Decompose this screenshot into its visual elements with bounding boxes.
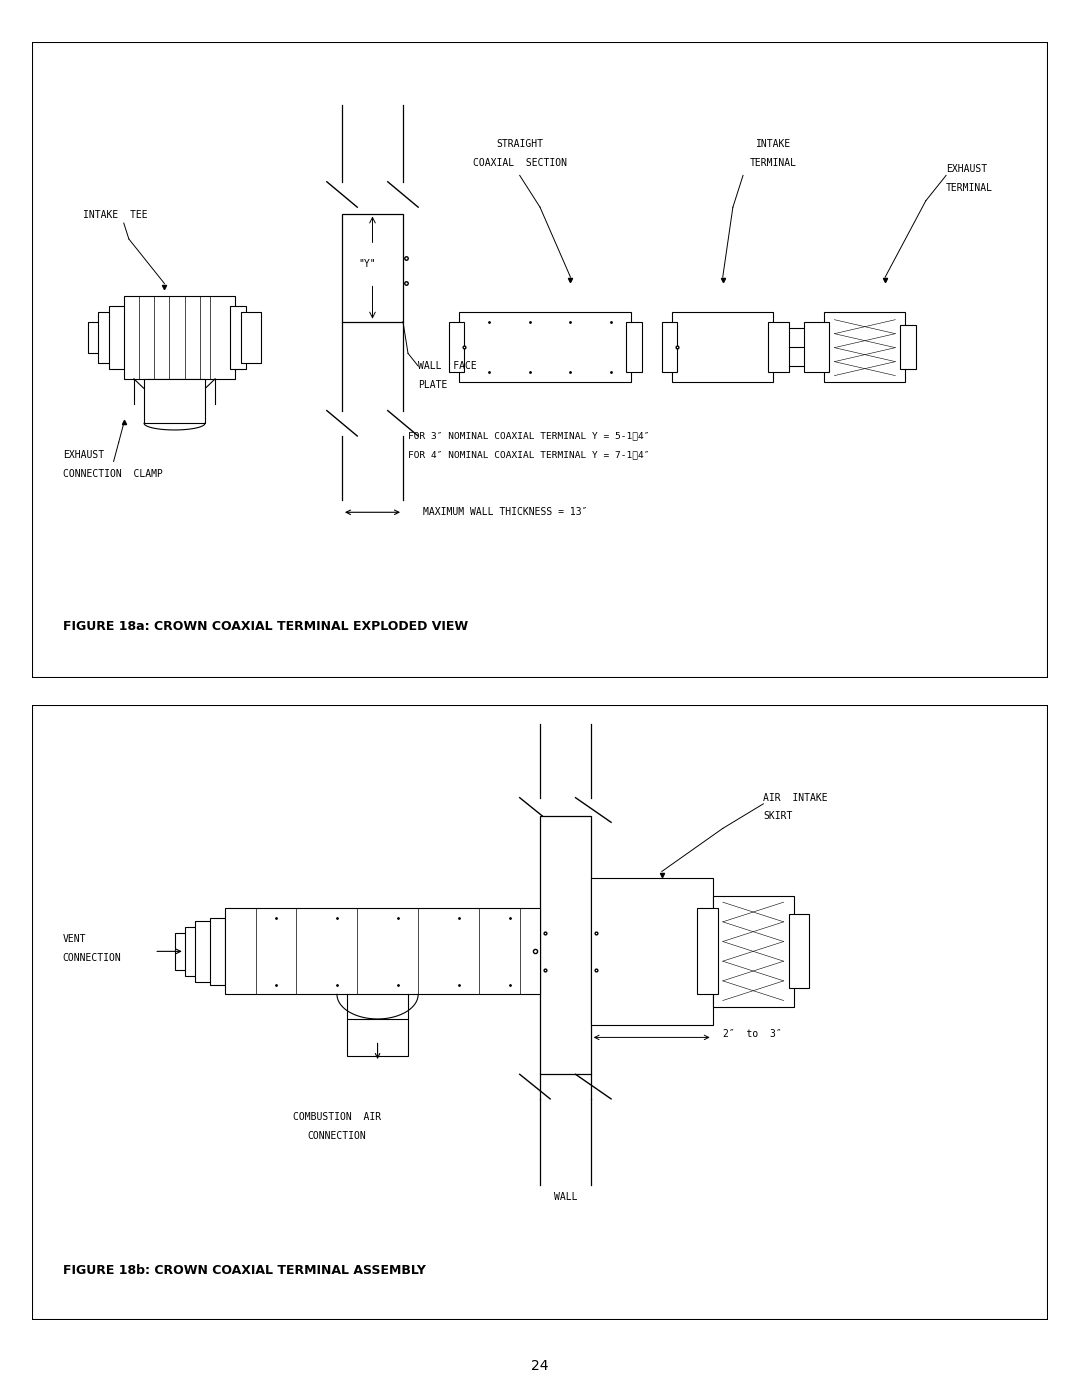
Text: MAXIMUM WALL THICKNESS = 13″: MAXIMUM WALL THICKNESS = 13″ xyxy=(423,507,588,517)
Text: TERMINAL: TERMINAL xyxy=(946,183,994,193)
Text: COMBUSTION  AIR: COMBUSTION AIR xyxy=(293,1112,381,1122)
Text: FOR 4″ NOMINAL COAXIAL TERMINAL Y = 7-1⁄4″: FOR 4″ NOMINAL COAXIAL TERMINAL Y = 7-1⁄… xyxy=(408,451,649,460)
Bar xyxy=(175,933,194,970)
Text: COAXIAL  SECTION: COAXIAL SECTION xyxy=(473,158,567,168)
Bar xyxy=(626,321,642,373)
Bar xyxy=(769,321,788,373)
Bar xyxy=(824,312,905,381)
Text: WALL  FACE: WALL FACE xyxy=(418,360,477,372)
Text: VENT: VENT xyxy=(63,935,86,944)
Text: TERMINAL: TERMINAL xyxy=(750,158,797,168)
Text: EXHAUST: EXHAUST xyxy=(946,163,987,175)
Text: CONNECTION  CLAMP: CONNECTION CLAMP xyxy=(63,469,163,479)
Bar xyxy=(226,908,540,995)
Bar xyxy=(901,324,916,369)
Bar xyxy=(459,312,632,381)
Bar xyxy=(98,312,113,363)
Text: FIGURE 18a: CROWN COAXIAL TERMINAL EXPLODED VIEW: FIGURE 18a: CROWN COAXIAL TERMINAL EXPLO… xyxy=(63,620,468,633)
Text: FOR 3″ NOMINAL COAXIAL TERMINAL Y = 5-1⁄4″: FOR 3″ NOMINAL COAXIAL TERMINAL Y = 5-1⁄… xyxy=(408,432,649,440)
Bar xyxy=(713,895,794,1007)
Bar xyxy=(342,214,403,321)
Text: SKIRT: SKIRT xyxy=(764,812,793,821)
Bar xyxy=(662,321,677,373)
Text: AIR  INTAKE: AIR INTAKE xyxy=(764,792,828,803)
Text: CONNECTION: CONNECTION xyxy=(308,1130,366,1141)
Bar xyxy=(185,926,205,977)
Text: "Y": "Y" xyxy=(359,260,376,270)
Bar xyxy=(230,306,245,369)
Bar xyxy=(448,321,464,373)
Text: EXHAUST: EXHAUST xyxy=(63,450,104,460)
Text: 2″  to  3″: 2″ to 3″ xyxy=(723,1030,782,1039)
Bar xyxy=(591,877,713,1025)
Bar xyxy=(210,918,226,985)
Bar xyxy=(540,816,591,1074)
Text: 24: 24 xyxy=(531,1359,549,1373)
Text: STRAIGHT: STRAIGHT xyxy=(496,138,543,148)
Bar xyxy=(89,321,113,353)
Text: INTAKE  TEE: INTAKE TEE xyxy=(83,210,148,219)
Bar xyxy=(804,321,829,373)
Bar xyxy=(698,908,717,995)
Bar xyxy=(672,312,773,381)
Bar xyxy=(108,306,129,369)
Bar xyxy=(788,915,809,988)
Text: WALL: WALL xyxy=(554,1192,577,1203)
Bar xyxy=(194,921,220,982)
Text: CONNECTION: CONNECTION xyxy=(63,953,122,963)
Text: INTAKE: INTAKE xyxy=(756,138,792,148)
Bar xyxy=(124,296,235,379)
Bar xyxy=(347,1018,408,1056)
Text: PLATE: PLATE xyxy=(418,380,447,390)
Bar xyxy=(144,379,205,423)
Bar xyxy=(241,312,261,363)
Text: FIGURE 18b: CROWN COAXIAL TERMINAL ASSEMBLY: FIGURE 18b: CROWN COAXIAL TERMINAL ASSEM… xyxy=(63,1264,426,1277)
